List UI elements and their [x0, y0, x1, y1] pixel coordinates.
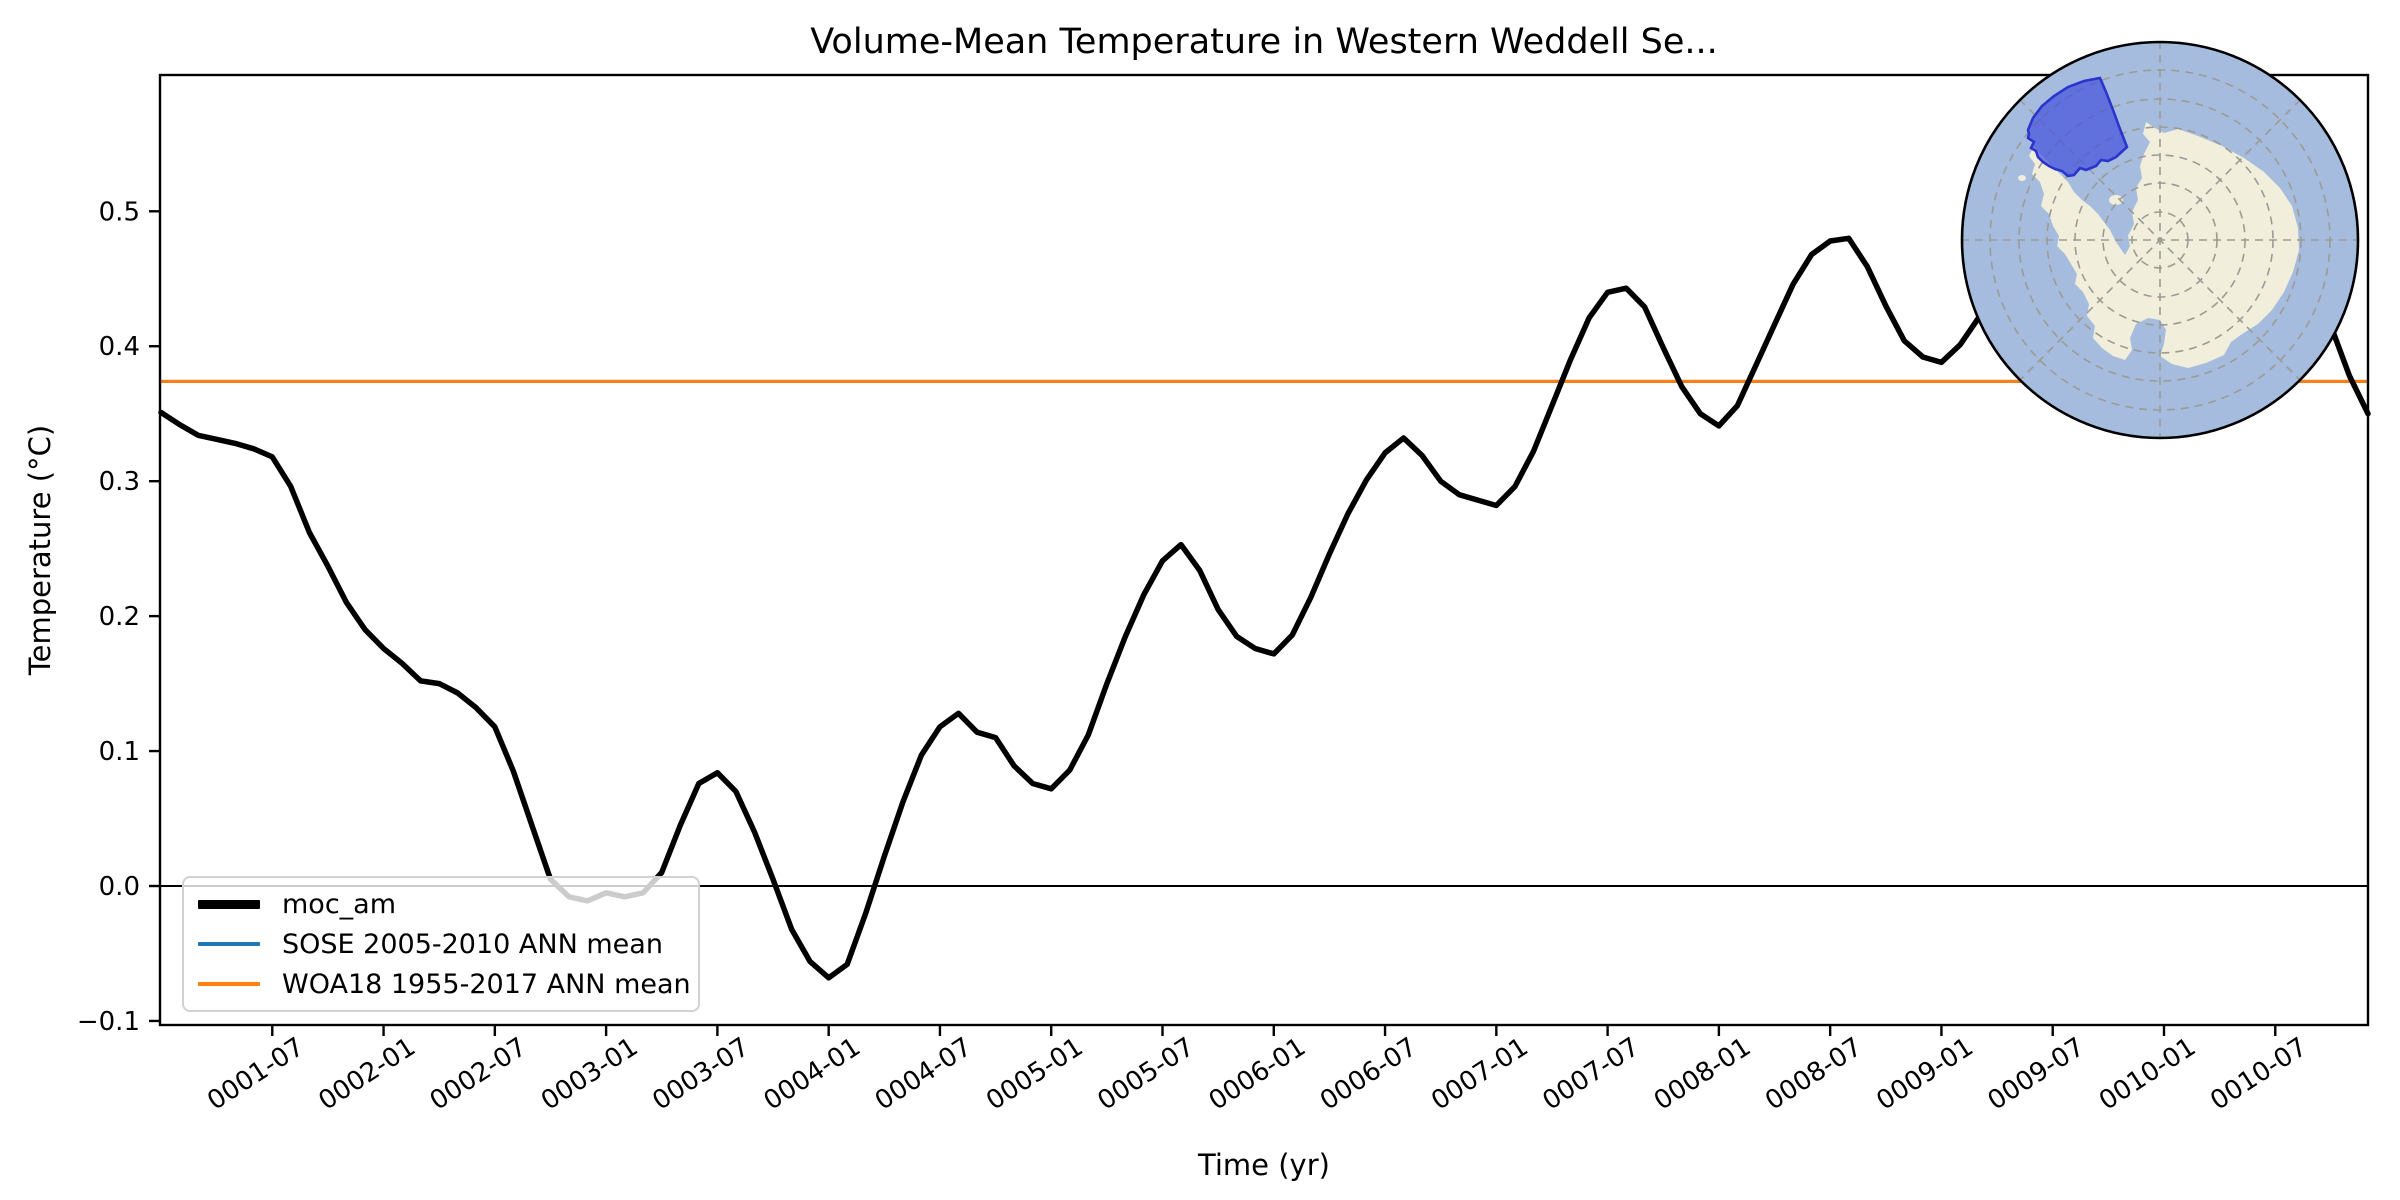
y-tick-label: 0.4 — [99, 332, 140, 362]
x-tick-label: 0002-07 — [425, 1032, 532, 1116]
x-tick-label: 0007-07 — [1538, 1032, 1645, 1116]
x-tick-label: 0006-07 — [1315, 1032, 1422, 1116]
x-tick-label: 0009-01 — [1871, 1032, 1978, 1116]
x-tick-label: 0002-01 — [314, 1032, 421, 1116]
x-tick-label: 0001-07 — [202, 1032, 309, 1116]
map-highlight-region-western-weddell-sea — [2026, 76, 2129, 178]
legend-box: moc_am SOSE 2005-2010 ANN mean WOA18 195… — [182, 876, 700, 1012]
map-land-antarctica — [2018, 122, 2299, 368]
y-tick-label: 0.0 — [99, 872, 140, 902]
map-island — [2109, 195, 2123, 205]
x-tick-label: 0010-01 — [2094, 1032, 2201, 1116]
x-tick-label: 0005-01 — [981, 1032, 1088, 1116]
legend-label: WOA18 1955-2017 ANN mean — [282, 968, 691, 1000]
x-tick-label: 0007-01 — [1426, 1032, 1533, 1116]
y-tick-label: 0.1 — [99, 737, 140, 767]
legend-entry-sose: SOSE 2005-2010 ANN mean — [198, 929, 684, 960]
y-tick-label: 0.5 — [99, 197, 140, 227]
x-tick-label: 0009-07 — [1983, 1032, 2090, 1116]
y-tick-label: −0.1 — [77, 1007, 140, 1037]
x-tick-label: 0003-01 — [536, 1032, 643, 1116]
map-graticule — [1961, 41, 2359, 439]
legend-entry-moc-am: moc_am — [198, 889, 684, 920]
antarctica-inset-map — [1960, 40, 2360, 440]
x-tick-label: 0010-07 — [2205, 1032, 2312, 1116]
chart-title: Volume-Mean Temperature in Western Wedde… — [810, 22, 1718, 62]
plot-spines — [158, 73, 2370, 1027]
legend-label: SOSE 2005-2010 ANN mean — [282, 928, 663, 960]
x-tick-label: 0004-01 — [759, 1032, 866, 1116]
x-tick-label: 0003-07 — [647, 1032, 754, 1116]
x-tick-label: 0006-01 — [1204, 1032, 1311, 1116]
x-tick-label: 0005-07 — [1092, 1032, 1199, 1116]
legend-line-sample-black — [198, 899, 260, 909]
y-tick-label: 0.2 — [99, 602, 140, 632]
x-tick-label: 0004-07 — [870, 1032, 977, 1116]
map-boundary-circle — [1960, 40, 2360, 440]
y-tick-label: 0.3 — [99, 467, 140, 497]
legend-line-sample-orange — [198, 982, 260, 986]
map-island — [2018, 175, 2026, 181]
legend-label: moc_am — [282, 888, 397, 920]
x-tick-label: 0008-01 — [1649, 1032, 1756, 1116]
legend-line-sample-blue — [198, 942, 260, 946]
x-tick-label: 0008-07 — [1760, 1032, 1867, 1116]
legend-entry-woa18: WOA18 1955-2017 ANN mean — [198, 969, 691, 1000]
x-axis-label: Time (yr) — [1198, 1148, 1330, 1182]
y-axis-label: Temperature (°C) — [23, 424, 57, 676]
